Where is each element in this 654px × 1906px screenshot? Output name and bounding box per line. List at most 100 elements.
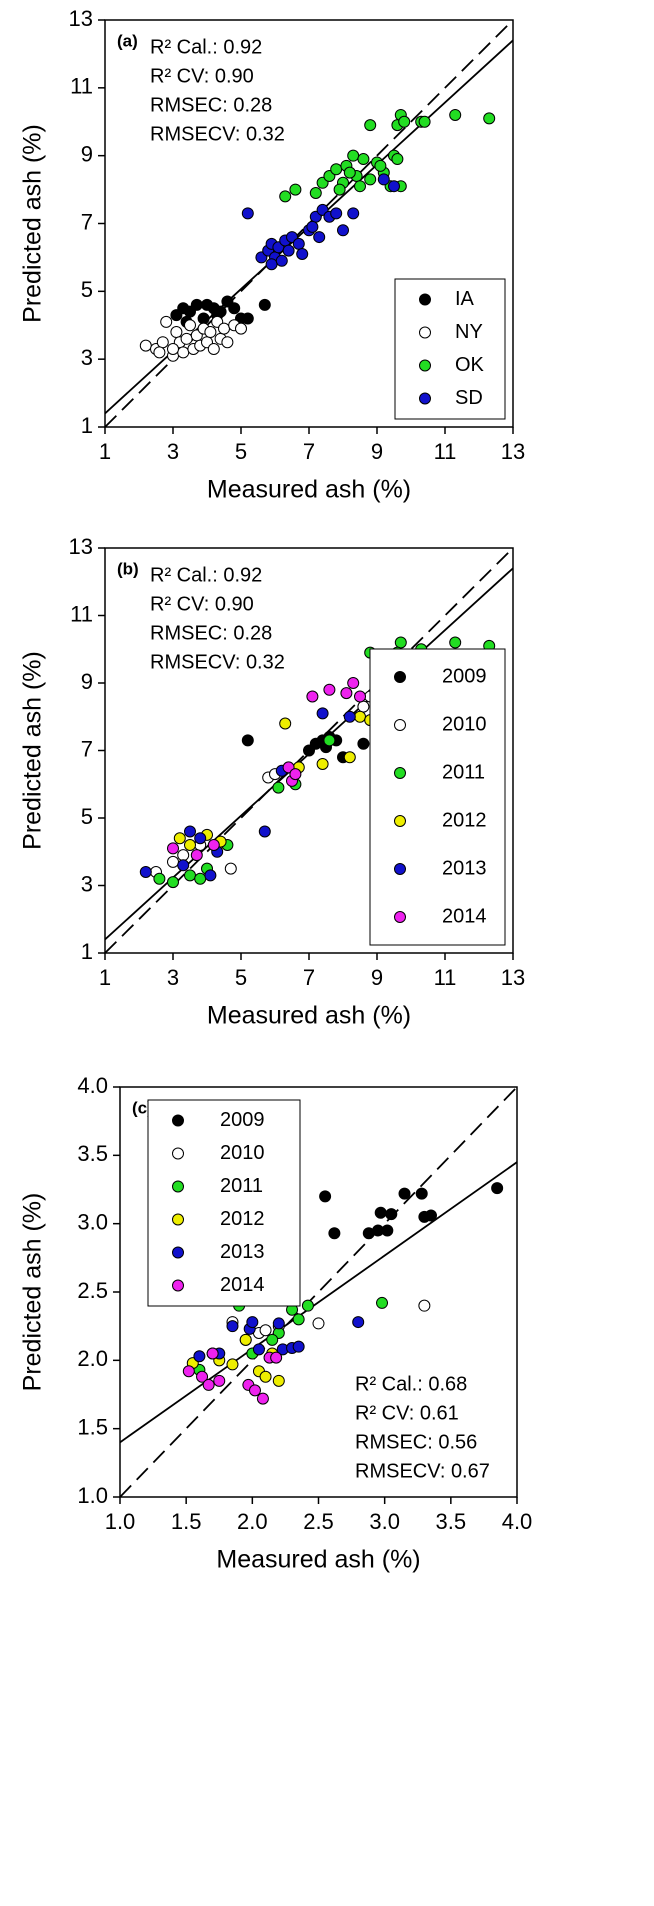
point (259, 1324, 272, 1337)
legend-label: 2014 (442, 905, 487, 927)
point (398, 1187, 411, 1200)
legend-marker (172, 1147, 184, 1160)
point (340, 687, 353, 700)
point (228, 302, 241, 315)
point (270, 1351, 283, 1364)
y-tick-label: 3.5 (77, 1141, 108, 1166)
point (289, 768, 302, 781)
x-tick-label: 4.0 (502, 1509, 533, 1534)
point (374, 159, 387, 172)
legend-marker (172, 1114, 184, 1127)
point (153, 872, 166, 885)
point (167, 855, 179, 868)
point (265, 258, 278, 271)
legend-label: IA (455, 288, 475, 310)
y-tick-label: 1.0 (77, 1483, 108, 1508)
point (347, 207, 360, 220)
point (343, 710, 356, 723)
annotation: R² CV: 0.90 (150, 65, 254, 87)
point (256, 1392, 269, 1405)
point (357, 737, 370, 750)
legend-marker (394, 815, 406, 827)
annotation: R² Cal.: 0.92 (150, 564, 262, 586)
point (357, 700, 370, 713)
point (213, 1374, 226, 1387)
x-tick-label: 9 (371, 439, 383, 464)
legend-label: SD (455, 387, 483, 409)
x-tick-label: 1 (99, 965, 111, 990)
legend-label: 2013 (220, 1241, 265, 1263)
panel-label: (a) (117, 31, 138, 50)
point (182, 1365, 195, 1378)
point (167, 342, 179, 355)
legend-marker (419, 392, 431, 405)
x-tick-label: 1.0 (105, 1509, 136, 1534)
x-tick-label: 3.5 (436, 1509, 467, 1534)
point (206, 1347, 219, 1360)
point (156, 336, 169, 349)
point (139, 339, 152, 352)
point (272, 1317, 285, 1330)
point (167, 842, 179, 855)
point (190, 298, 203, 311)
point (282, 244, 295, 257)
point (258, 298, 271, 311)
point (224, 862, 237, 875)
point (241, 312, 254, 325)
y-axis-label: Predicted ash (%) (19, 124, 47, 323)
point (312, 1317, 325, 1330)
x-tick-label: 2.5 (303, 1509, 334, 1534)
annotation: R² Cal.: 0.92 (150, 36, 262, 58)
annotation: RMSECV: 0.67 (355, 1460, 490, 1482)
legend-label: 2009 (442, 665, 487, 687)
point (221, 336, 234, 349)
y-tick-label: 5 (81, 277, 93, 302)
y-tick-label: 13 (69, 534, 93, 559)
legend-marker (419, 359, 431, 372)
plot-frame (104, 19, 514, 428)
point (316, 707, 329, 720)
legend-label: NY (455, 321, 483, 343)
point (196, 1370, 209, 1383)
point (376, 1296, 389, 1309)
point (449, 636, 462, 649)
x-axis-label: Measured ash (%) (207, 476, 411, 504)
point (194, 832, 207, 845)
point (160, 315, 173, 328)
legend-marker (394, 911, 406, 923)
y-axis-label: Predicted ash (%) (19, 651, 47, 850)
point (343, 751, 356, 764)
regression-line (120, 1161, 517, 1444)
legend-marker (394, 671, 406, 683)
point (235, 322, 247, 335)
legend-marker (172, 1213, 184, 1226)
point (424, 1209, 437, 1222)
point (153, 346, 166, 359)
point (323, 683, 336, 696)
y-tick-label: 11 (70, 74, 93, 99)
annotation: R² Cal.: 0.68 (355, 1373, 467, 1395)
point (374, 1206, 387, 1219)
point (309, 186, 322, 199)
annotation: RMSECV: 0.32 (150, 651, 285, 673)
point (292, 1340, 305, 1353)
y-tick-label: 7 (81, 209, 93, 234)
point (343, 166, 356, 179)
x-tick-label: 9 (371, 965, 383, 990)
point (330, 163, 343, 176)
y-tick-label: 1 (81, 939, 93, 964)
point (173, 832, 186, 845)
point (483, 112, 496, 125)
point (391, 153, 404, 166)
legend-marker (172, 1246, 184, 1259)
legend-label: 2010 (442, 713, 487, 735)
point (218, 322, 230, 335)
legend-marker (394, 863, 406, 875)
point (252, 1343, 265, 1356)
y-tick-label: 3.0 (77, 1209, 108, 1234)
legend-marker (172, 1180, 184, 1193)
point (184, 319, 196, 332)
point (377, 173, 390, 186)
plot-frame (104, 547, 514, 954)
point (180, 332, 193, 345)
